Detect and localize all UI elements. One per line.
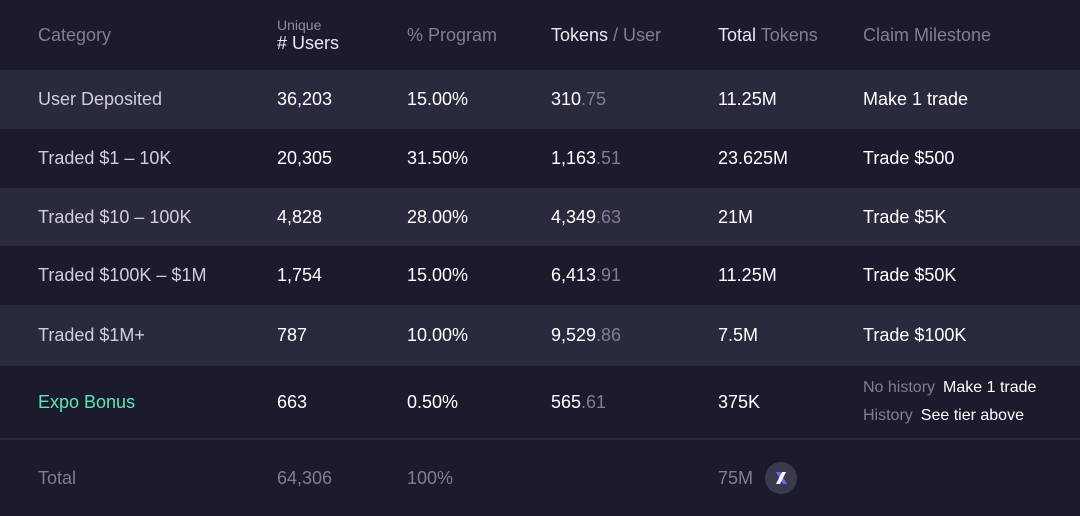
milestone: No history Make 1 trade History See tier a…	[863, 366, 1036, 438]
milestone: Make 1 trade	[863, 89, 969, 109]
table-row-total: Total 64,306 100% 75M	[0, 440, 1080, 516]
tokens-per-user: 6,413.91	[551, 246, 621, 305]
milestone: Trade $100K	[863, 325, 967, 345]
table-header: Category Unique # Users % Program Tokens…	[0, 0, 1080, 70]
users: 1,754	[277, 265, 323, 285]
tokens-per-user: 565.61	[551, 366, 606, 438]
header-total-b: Tokens	[756, 24, 818, 45]
total-tokens: 23.625M	[718, 148, 789, 168]
program: 0.50%	[407, 391, 459, 412]
milestone: Trade $500	[863, 148, 955, 168]
table-row: Traded $10 – 100K 4,828 28.00% 4,349.63 …	[0, 188, 1080, 246]
tpu-int: 4,349	[551, 206, 597, 227]
table-row: Traded $100K – $1M 1,754 15.00% 6,413.91…	[0, 246, 1080, 305]
tpu-dec: .63	[596, 206, 622, 227]
milestone-label: No history	[863, 379, 936, 396]
table-row: Traded $1 – 10K 20,305 31.50% 1,163.51 2…	[0, 129, 1080, 188]
tpu-dec: .75	[581, 89, 607, 109]
total-tokens: 11.25M	[718, 89, 777, 109]
table-row: User Deposited 36,203 15.00% 310.75 11.2…	[0, 70, 1080, 129]
category: Traded $10 – 100K	[38, 206, 192, 227]
tpu-int: 565	[551, 391, 582, 412]
program: 10.00%	[407, 325, 469, 345]
users: 36,203	[277, 89, 333, 109]
category: Traded $100K – $1M	[38, 265, 207, 285]
tpu-int: 9,529	[551, 325, 597, 345]
users: 20,305	[277, 148, 333, 168]
tpu-dec: .61	[581, 391, 607, 412]
milestone: Trade $5K	[863, 206, 947, 227]
divider	[0, 438, 1080, 440]
total-tokens: 7.5M	[718, 325, 759, 345]
header-tpu-a: Tokens	[551, 24, 609, 45]
table-row: Traded $1M+ 787 10.00% 9,529.86 7.5M Tra…	[0, 305, 1080, 366]
tpu-int: 6,413	[551, 265, 597, 285]
milestone-history: History See tier above	[863, 402, 1024, 430]
tokens-per-user: 1,163.51	[551, 129, 621, 188]
tpu-int: 1,163	[551, 148, 597, 168]
total-tokens: 21M	[718, 206, 754, 227]
milestone-value: See tier above	[920, 407, 1024, 424]
header-users: Unique # Users	[277, 0, 339, 70]
header-program: % Program	[407, 24, 498, 45]
total-tokens: 11.25M	[718, 265, 777, 285]
users: 4,828	[277, 206, 323, 227]
category: User Deposited	[38, 89, 163, 109]
tokens-per-user: 4,349.63	[551, 188, 621, 246]
milestone-value: Make 1 trade	[943, 379, 1037, 396]
users: 787	[277, 325, 308, 345]
tokens-per-user: 9,529.86	[551, 305, 621, 366]
tpu-dec: .86	[596, 325, 622, 345]
header-users-label: # Users	[277, 32, 340, 53]
tpu-dec: .51	[596, 148, 622, 168]
total-users: 64,306	[277, 467, 333, 488]
category: Traded $1M+	[38, 325, 145, 345]
program: 31.50%	[407, 148, 469, 168]
category: Traded $1 – 10K	[38, 148, 172, 168]
total-label: Total	[38, 467, 77, 488]
table-row-expo: Expo Bonus 663 0.50% 565.61 375K No hist…	[0, 366, 1080, 438]
header-category: Category	[38, 24, 112, 45]
header-total-a: Total	[718, 24, 757, 45]
header-users-sub: Unique	[277, 16, 322, 33]
milestone-no-history: No history Make 1 trade	[863, 374, 1036, 402]
total-tokens: 375K	[718, 391, 761, 412]
header-total-tokens: Total Tokens	[718, 0, 818, 70]
total-tokens-value: 75M	[718, 467, 754, 488]
header-tpu-b: / User	[608, 24, 662, 45]
tpu-int: 310	[551, 89, 582, 109]
users: 663	[277, 391, 308, 412]
tpu-dec: .91	[596, 265, 622, 285]
tokens-per-user: 310.75	[551, 70, 606, 129]
milestone-label: History	[863, 407, 913, 424]
header-tokens-per-user: Tokens / User	[551, 0, 661, 70]
program: 15.00%	[407, 265, 469, 285]
dydx-token-icon	[765, 462, 798, 494]
total-program: 100%	[407, 467, 454, 488]
milestone: Trade $50K	[863, 265, 957, 285]
program: 15.00%	[407, 89, 469, 109]
program: 28.00%	[407, 206, 469, 227]
header-milestone: Claim Milestone	[863, 24, 992, 45]
total-tokens: 75M	[718, 440, 798, 516]
category: Expo Bonus	[38, 391, 136, 412]
